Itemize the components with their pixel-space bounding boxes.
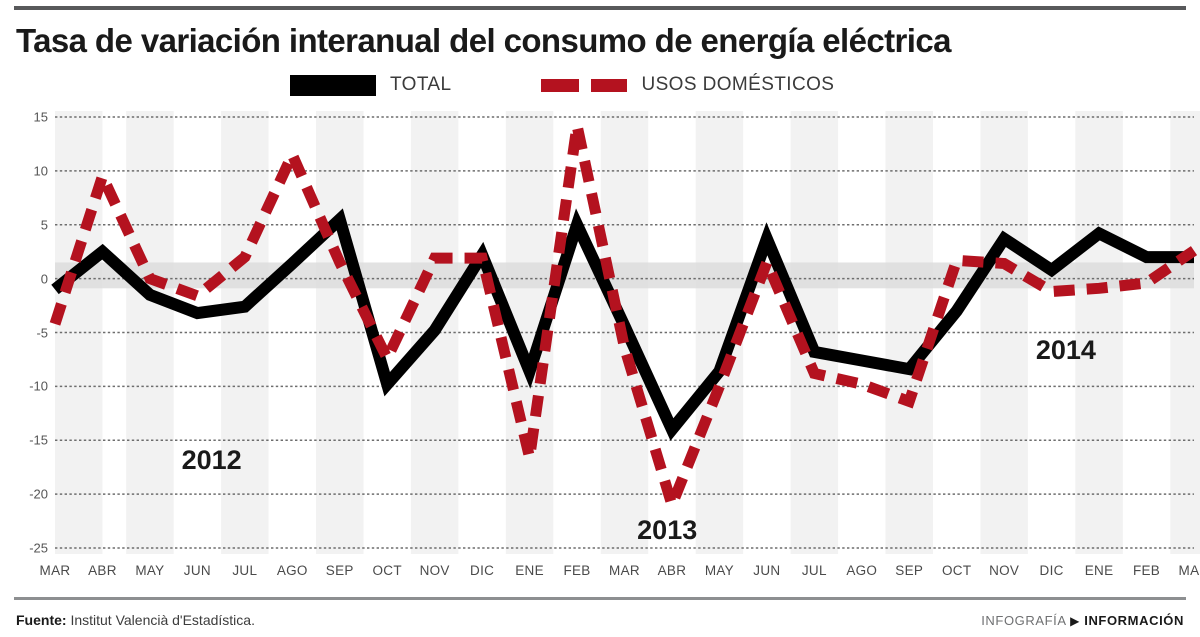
x-axis-tick-label: OCT bbox=[372, 563, 402, 578]
x-axis-tick-label: MAR bbox=[39, 563, 71, 578]
x-axis-tick-label: MAR bbox=[609, 563, 640, 578]
x-axis-tick-label: FEB bbox=[1132, 563, 1161, 578]
triangle-right-icon: ▶ bbox=[1070, 614, 1081, 628]
x-axis-tick-label: NOV bbox=[419, 563, 450, 578]
credit-left: INFOGRAFÍA bbox=[981, 613, 1066, 628]
y-axis-tick-label: -10 bbox=[29, 378, 48, 394]
top-divider bbox=[14, 6, 1186, 10]
x-axis-tick-label: JUL bbox=[232, 563, 258, 578]
chart-canvas bbox=[49, 111, 1200, 554]
x-axis-tick-label: DIC bbox=[470, 563, 495, 578]
legend-item-total: TOTAL bbox=[290, 74, 451, 96]
source-text: Institut Valencià d'Estadística. bbox=[70, 612, 255, 628]
legend-label-total: TOTAL bbox=[390, 74, 452, 95]
x-axis-tick-label: NOV bbox=[989, 563, 1020, 578]
x-axis-tick-label: ABR bbox=[657, 563, 687, 578]
y-axis-tick-label: -25 bbox=[29, 540, 48, 556]
year-label-2013: 2013 bbox=[637, 515, 698, 545]
x-axis-tick-label: AGO bbox=[276, 563, 308, 578]
x-axis-tick-label: AGO bbox=[846, 563, 878, 578]
x-axis-tick-label: ENE bbox=[1084, 563, 1114, 578]
x-axis-tick-label: OCT bbox=[942, 563, 972, 578]
zero-reference-band bbox=[55, 262, 1194, 289]
y-axis-tick-label: 5 bbox=[40, 217, 48, 233]
x-axis-labels: MAR ABR MAY JUN JUL AGO SEP OCT NOV DIC ENE FEB MAR A… bbox=[0, 563, 1200, 587]
x-axis-tick-label: MAR bbox=[1178, 563, 1200, 578]
x-axis-tick-label: ENE bbox=[515, 563, 544, 578]
footer-divider bbox=[14, 597, 1186, 600]
credit-right: INFORMACIÓN bbox=[1084, 613, 1184, 628]
legend-label-usos-domesticos: USOS DOMÉSTICOS bbox=[641, 74, 835, 95]
x-axis-tick-label: ABR bbox=[88, 563, 117, 578]
x-axis-tick-label: MAY bbox=[135, 563, 165, 578]
y-axis-tick-label: 15 bbox=[33, 109, 48, 125]
x-axis-tick-label: SEP bbox=[325, 563, 354, 578]
x-axis-tick-label: JUN bbox=[753, 563, 781, 578]
y-axis-tick-label: 0 bbox=[40, 271, 48, 287]
source-note: Fuente: Institut Valencià d'Estadística. bbox=[16, 612, 255, 628]
credit-note: INFOGRAFÍA ▶ INFORMACIÓN bbox=[981, 613, 1184, 628]
year-label-2014: 2014 bbox=[1035, 335, 1096, 365]
x-axis-tick-label: JUN bbox=[183, 563, 211, 578]
x-axis-tick-label: SEP bbox=[895, 563, 924, 578]
legend-swatch-solid-icon bbox=[290, 74, 376, 96]
y-axis-labels: 15 10 5 0 -5 -10 -15 -20 -25 bbox=[0, 105, 52, 560]
page-title: Tasa de variación interanual del consumo… bbox=[16, 22, 951, 59]
y-axis-tick-label: -20 bbox=[29, 486, 48, 502]
x-axis-tick-label: DIC bbox=[1039, 563, 1064, 578]
legend-swatch-dashed-icon bbox=[541, 78, 628, 92]
x-axis-tick-label: JUL bbox=[801, 563, 827, 578]
chart-plot-area: 15 10 5 0 -5 -10 -15 -20 -25 bbox=[0, 105, 1200, 560]
chart-legend: TOTAL USOS DOMÉSTICOS bbox=[290, 74, 834, 96]
source-label: Fuente: bbox=[16, 612, 67, 628]
series-line-usos-domésticos bbox=[49, 124, 1198, 522]
x-axis-tick-label: MAY bbox=[704, 563, 734, 578]
year-label-2012: 2012 bbox=[181, 445, 242, 475]
y-axis-tick-label: -15 bbox=[29, 432, 48, 448]
x-axis-tick-label: FEB bbox=[563, 563, 591, 578]
legend-item-usos-domesticos: USOS DOMÉSTICOS bbox=[541, 74, 834, 96]
y-axis-tick-label: 10 bbox=[33, 163, 48, 179]
y-axis-tick-label: -5 bbox=[36, 325, 48, 340]
